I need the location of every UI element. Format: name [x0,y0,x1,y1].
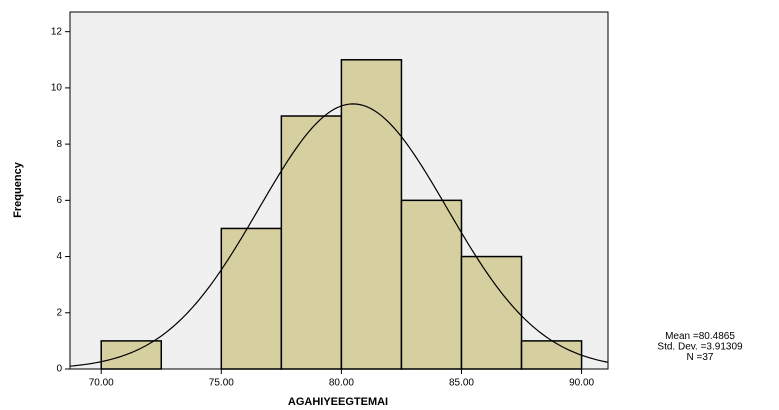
x-tick-label: 70.00 [89,378,114,389]
x-tick-label: 75.00 [209,378,234,389]
y-tick-label: 2 [56,307,62,318]
bar [340,59,403,370]
y-tick-label: 8 [56,139,62,150]
bar [100,340,163,370]
stat-label: Std. Dev. = [657,341,706,352]
bar [280,115,343,370]
bar [460,255,523,370]
stat-text: Mean =80.4865 [665,331,735,342]
stat-value: 80.4865 [699,331,736,342]
normal-curve [69,103,609,367]
x-axis-label: AGAHIYEEGTEMAI [288,396,388,408]
stat-label: N = [687,352,703,363]
y-axis-label: Frequency [12,161,24,218]
stat-text: N =37 [687,352,714,363]
stat-value: 37 [702,352,714,363]
bar [520,340,583,370]
stat-label: Mean = [665,331,699,342]
y-tick-label: 6 [56,195,62,206]
y-tick-label: 10 [51,83,63,94]
stat-text: Std. Dev. =3.91309 [657,341,743,352]
y-tick-label: 0 [56,364,62,375]
stat-value: 3.91309 [706,341,743,352]
x-tick-label: 80.00 [329,378,354,389]
bar [220,227,283,370]
y-tick-label: 12 [51,26,63,37]
y-tick-label: 4 [56,251,62,262]
bar [400,199,463,370]
x-tick-label: 85.00 [449,378,474,389]
x-tick-label: 90.00 [569,378,594,389]
